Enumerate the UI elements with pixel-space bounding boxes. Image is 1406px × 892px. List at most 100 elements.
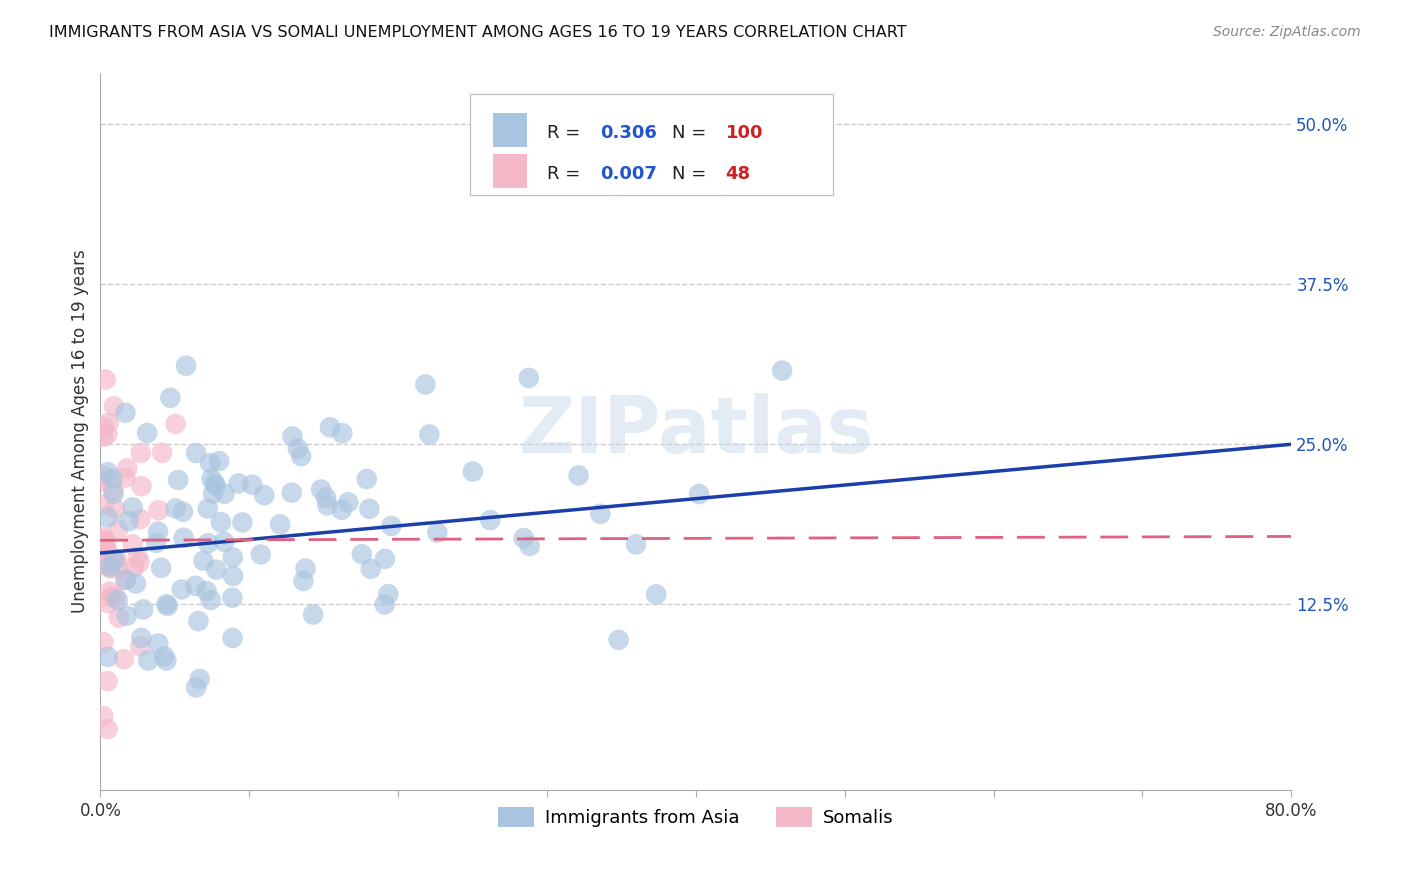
Point: [96, 558, 118, 573]
Y-axis label: Unemployment Among Ages 16 to 19 years: Unemployment Among Ages 16 to 19 years: [72, 250, 89, 614]
Point: [165, 501, 187, 516]
Point: [607, 632, 630, 647]
Point: [150, 560, 173, 574]
Point: [104, 590, 127, 604]
Point: [91, 498, 114, 512]
Point: [114, 470, 136, 484]
Point: [204, 476, 226, 491]
Text: ZIPatlas: ZIPatlas: [519, 393, 873, 469]
Point: [205, 563, 228, 577]
Point: [125, 576, 148, 591]
Point: [136, 654, 159, 668]
Point: [155, 597, 177, 611]
Point: [129, 640, 152, 654]
Point: [249, 548, 271, 562]
Point: [567, 468, 589, 483]
Point: [93, 635, 115, 649]
Point: [131, 479, 153, 493]
Point: [122, 560, 145, 574]
Point: [184, 579, 207, 593]
Point: [100, 590, 122, 604]
Point: [128, 556, 150, 570]
Text: IMMIGRANTS FROM ASIA VS SOMALI UNEMPLOYMENT AMONG AGES 16 TO 19 YEARS CORRELATIO: IMMIGRANTS FROM ASIA VS SOMALI UNEMPLOYM…: [49, 25, 907, 40]
Point: [512, 531, 534, 545]
Point: [222, 550, 245, 565]
Point: [645, 587, 668, 601]
Point: [146, 524, 169, 539]
Point: [96, 674, 118, 689]
Point: [624, 537, 647, 551]
Point: [108, 610, 131, 624]
Point: [240, 477, 263, 491]
Point: [170, 582, 193, 597]
Point: [129, 631, 152, 645]
Point: [187, 614, 209, 628]
Point: [97, 416, 120, 430]
Point: [208, 454, 231, 468]
Point: [156, 599, 179, 613]
Point: [115, 608, 138, 623]
Point: [415, 377, 437, 392]
Point: [269, 517, 291, 532]
Point: [115, 461, 138, 475]
Point: [115, 573, 138, 587]
Point: [294, 561, 316, 575]
Point: [377, 587, 399, 601]
Point: [97, 510, 120, 524]
Point: [202, 486, 225, 500]
Point: [221, 631, 243, 645]
Point: [316, 499, 339, 513]
Point: [107, 592, 129, 607]
Point: [253, 488, 276, 502]
Point: [104, 501, 127, 516]
Point: [214, 487, 236, 501]
Point: [167, 473, 190, 487]
Point: [103, 486, 125, 500]
Text: Source: ZipAtlas.com: Source: ZipAtlas.com: [1213, 25, 1361, 39]
Point: [281, 429, 304, 443]
Point: [114, 406, 136, 420]
Point: [91, 538, 114, 552]
FancyBboxPatch shape: [470, 95, 832, 194]
Point: [198, 456, 221, 470]
Point: [96, 544, 118, 558]
Point: [91, 709, 114, 723]
Point: [173, 531, 195, 545]
FancyBboxPatch shape: [494, 113, 527, 147]
Point: [93, 420, 115, 434]
Point: [159, 391, 181, 405]
Point: [309, 483, 332, 497]
Point: [292, 574, 315, 588]
Point: [287, 442, 309, 456]
Point: [155, 654, 177, 668]
Point: [91, 474, 114, 488]
Point: [184, 681, 207, 695]
Point: [145, 536, 167, 550]
Point: [97, 596, 120, 610]
Point: [418, 427, 440, 442]
Point: [770, 363, 793, 377]
FancyBboxPatch shape: [494, 153, 527, 188]
Point: [519, 539, 541, 553]
Point: [98, 584, 121, 599]
Point: [688, 487, 710, 501]
Point: [132, 602, 155, 616]
Text: 0.007: 0.007: [600, 166, 658, 184]
Point: [374, 552, 396, 566]
Point: [98, 559, 121, 574]
Point: [121, 537, 143, 551]
Text: 0.306: 0.306: [600, 125, 658, 143]
Point: [589, 507, 612, 521]
Point: [197, 536, 219, 550]
Point: [103, 551, 125, 566]
Point: [380, 519, 402, 533]
Point: [315, 491, 337, 505]
Point: [118, 514, 141, 528]
Point: [200, 593, 222, 607]
Point: [136, 425, 159, 440]
Point: [356, 472, 378, 486]
Point: [96, 541, 118, 556]
Point: [204, 478, 226, 492]
Point: [231, 516, 253, 530]
Point: [197, 501, 219, 516]
